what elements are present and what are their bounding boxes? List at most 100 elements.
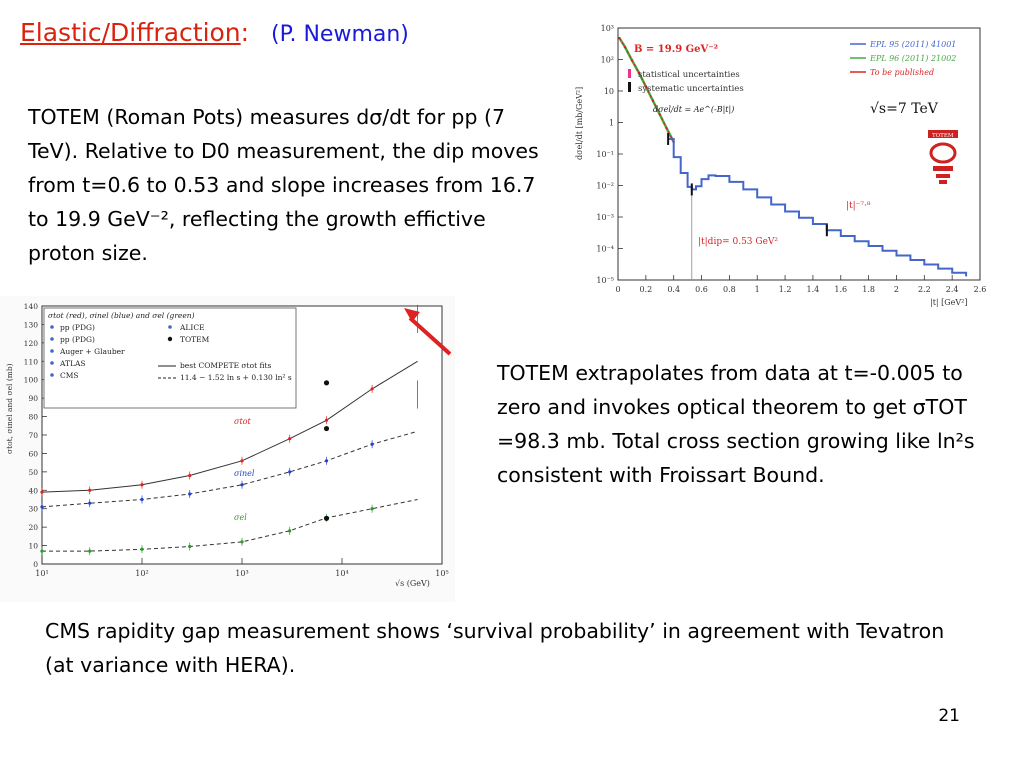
totem-point (323, 515, 330, 521)
legend-tbp-label: To be published (870, 68, 934, 77)
annot-slope: B = 19.9 GeV⁻² (634, 44, 718, 55)
annot-sigma-inel: σinel (234, 469, 255, 478)
legend-cms-label: CMS (60, 371, 79, 380)
plot1-xtick-label: 2.6 (974, 285, 987, 294)
plot2-ytick-label: 130 (24, 320, 39, 329)
plot1-ytick-label: 10⁻² (596, 182, 614, 191)
plot1-xtick-label: 1.4 (807, 285, 820, 294)
plot2-ytick-label: 100 (24, 376, 39, 385)
plot-dsigma-dt-svg: 10³ 10² 10 1 10⁻¹ 10⁻² 10⁻³ 10⁻⁴ 10⁻⁵ 0 0.2 0.4 0.6… (570, 18, 990, 318)
plot2-ytick-label: 60 (28, 449, 38, 458)
plot2-xtick-label: 10² (135, 569, 148, 578)
plot1-ytick-label: 10 (604, 87, 614, 96)
paragraph-totem-total: TOTEM extrapolates from data at t=-0.005… (497, 361, 975, 487)
annot-formula: dσel/dt = Ae^(-B|t|) (653, 105, 734, 114)
slide-title-text: Elastic/Diffraction (20, 18, 241, 47)
plot1-xtick-label: 0.6 (695, 285, 708, 294)
epl96-point (637, 71, 641, 74)
plot2-xtick-label: 10³ (235, 569, 248, 578)
paragraph-totem-dsigma: TOTEM (Roman Pots) measures dσ/dt for pp… (28, 105, 539, 265)
plot2-ylabel: σtot, σinel and σel (mb) (5, 363, 14, 454)
annot-energy: √s=7 TeV (870, 101, 939, 117)
plot1-xtick-label: 1.8 (862, 285, 875, 294)
plot2-xtick-label: 10⁴ (335, 569, 348, 578)
plot1-xtick-label: 0.4 (667, 285, 680, 294)
epl96-point (651, 99, 655, 102)
plot1-xtick-label: 2 (894, 285, 899, 294)
paragraph-cms-gap: CMS rapidity gap measurement shows ‘surv… (45, 619, 945, 677)
page-number: 21 (938, 706, 960, 726)
plot1-ytick-label: 10⁻³ (596, 213, 614, 222)
series-2-line (42, 499, 418, 552)
plot1-xtick-label: 0.2 (639, 285, 652, 294)
plot1-ylabel: dσel/dt [mb/GeV²] (575, 87, 584, 160)
plot2-ytick-label: 90 (28, 394, 38, 403)
totem-logo-icon: TOTEM (928, 130, 958, 184)
legend-sys-label: systematic uncertainties (638, 84, 744, 94)
plot2-legend-box (43, 307, 297, 409)
legend-pp-label: pp (PDG) (60, 335, 95, 344)
plot1-xtick-label: 2.4 (946, 285, 959, 294)
annot-dip: |t|dip= 0.53 GeV² (698, 237, 778, 247)
plot1-ytick-label: 10⁻⁵ (596, 276, 614, 285)
plot2-xtick-label: 10⁵ (435, 569, 448, 578)
legend-stat-label: statistical uncertainties (638, 70, 740, 80)
legend-stat-swatch (628, 69, 631, 78)
totem-point (323, 380, 330, 386)
plot1-xtick-label: 1.6 (834, 285, 847, 294)
epl96-point (618, 36, 621, 40)
epl96-point (623, 45, 627, 49)
legend-fit-label: 11.4 − 1.52 ln s + 0.130 ln² s (180, 373, 292, 382)
legend-pbarp-label: pp (PDG) (60, 323, 95, 332)
legend-auger-label: Auger + Glauber (59, 347, 125, 356)
plot-dsigma-dt: 10³ 10² 10 1 10⁻¹ 10⁻² 10⁻³ 10⁻⁴ 10⁻⁵ 0 0.2 0.4 0.6… (570, 18, 990, 318)
plot2-ytick-label: 20 (28, 523, 38, 532)
plot1-xtick-label: 1.2 (779, 285, 792, 294)
plot2-ytick-label: 70 (28, 431, 38, 440)
plot2-ytick-label: 50 (28, 468, 38, 477)
plot1-xtick-label: 2.2 (918, 285, 931, 294)
series-epl95-line (668, 138, 968, 277)
plot2-ytick-label: 80 (28, 413, 38, 422)
plot1-xtick-label: 0.8 (723, 285, 736, 294)
plot2-ytick-label: 30 (28, 505, 38, 514)
plot2-xlabel: √s (GeV) (395, 579, 430, 588)
plot1-ytick-label: 10² (601, 56, 614, 65)
plot2-xtick-label: 10¹ (35, 569, 48, 578)
annot-sigma-tot: σtot (234, 417, 251, 426)
plot2-ytick-label: 10 (28, 542, 38, 551)
legend-totem-label: TOTEM (180, 335, 210, 344)
slide-author: (P. Newman) (271, 22, 409, 47)
epl96-point (665, 127, 668, 130)
legend-sys-swatch (628, 82, 631, 92)
plot2-ytick-label: 140 (24, 302, 39, 311)
annot-powerlaw: |t|⁻⁷·⁸ (846, 201, 871, 211)
epl96-point (644, 85, 648, 88)
plot2-ytick-label: 40 (28, 486, 38, 495)
epl96-point (658, 113, 661, 116)
totem-logo-text: TOTEM (932, 133, 954, 139)
plot2-ytick-label: 120 (24, 339, 39, 348)
plot1-ytick-label: 10³ (601, 24, 614, 33)
slide-title: Elastic/Diffraction: (P. Newman) (20, 18, 409, 47)
plot1-ytick-label: 1 (609, 119, 614, 128)
legend-atlas-label: ATLAS (59, 359, 86, 368)
plot1-ytick-label: 10⁻¹ (596, 150, 614, 159)
legend-alice-label: ALICE (179, 323, 205, 332)
epl96-point (630, 59, 634, 62)
legend-epl95-label: EPL 95 (2011) 41001 (869, 40, 956, 49)
arrow-line (408, 316, 452, 356)
plot2-ytick-label: 110 (24, 357, 39, 366)
arrow-head-icon (404, 308, 420, 322)
plot2-ytick-label: 0 (33, 560, 38, 569)
title-colon: : (240, 18, 250, 47)
plot1-xtick-label: 0 (615, 285, 620, 294)
plot-cross-sections: 0 10 20 30 40 50 60 70 80 90 100 110 120 130 140 10¹ 10… (0, 296, 455, 602)
series-1-line (41, 430, 418, 508)
plot2-legend-title: σtot (red), σinel (blue) and σel (green) (48, 311, 195, 320)
legend-epl96-label: EPL 96 (2011) 21002 (869, 54, 956, 63)
legend-compete-label: best COMPETE σtot fits (180, 361, 271, 370)
plot1-ytick-label: 10⁻⁴ (596, 245, 614, 254)
plot1-xlabel: |t| [GeV²] (930, 298, 968, 307)
totem-point (323, 425, 330, 432)
